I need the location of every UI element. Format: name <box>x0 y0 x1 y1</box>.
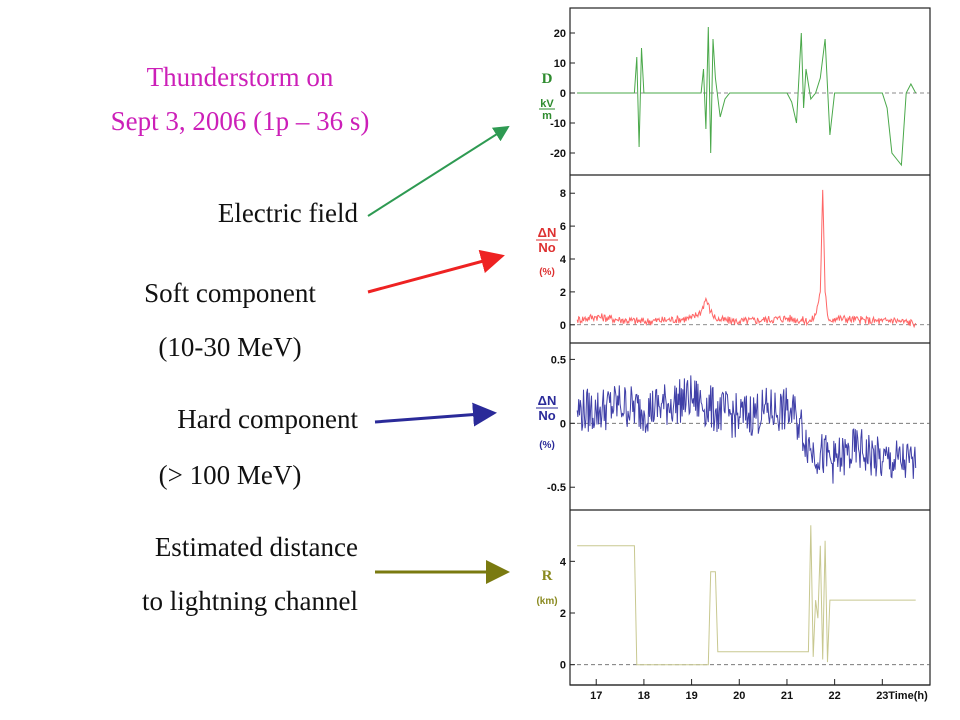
label-hard-energy: (> 100 MeV) <box>158 460 302 490</box>
panel-label-denominator: No <box>538 240 555 255</box>
y-tick-label: 0 <box>560 660 566 672</box>
chart-title-line1: Thunderstorm on <box>146 62 334 92</box>
x-tick-label: 21 <box>781 690 793 702</box>
x-tick-label: 17 <box>590 690 602 702</box>
x-tick-label: 20 <box>733 690 745 702</box>
series-line-2 <box>576 189 917 329</box>
label-soft-energy: (10-30 MeV) <box>158 332 302 362</box>
chart-frame <box>569 7 931 686</box>
y-tick-label: -10 <box>550 118 566 130</box>
panel-label-denominator: No <box>538 408 555 423</box>
series-line-1 <box>577 26 917 167</box>
y-tick-label: 10 <box>554 58 566 70</box>
label-electric-field: Electric field <box>217 198 358 228</box>
panel-unit: (km) <box>536 596 557 607</box>
y-tick-label: -20 <box>550 148 566 160</box>
panel-label-numerator: ΔN <box>538 393 557 408</box>
panel-unit: (%) <box>539 267 555 278</box>
y-tick-label: 6 <box>560 221 566 233</box>
y-tick-label: 0.5 <box>551 354 566 366</box>
x-tick-label: 19 <box>685 690 697 702</box>
y-tick-label: 0 <box>560 320 566 332</box>
x-tick-label: 22 <box>829 690 841 702</box>
y-tick-label: 0 <box>560 88 566 100</box>
panel-label: R <box>542 568 553 584</box>
panel-4: 4 2 0 R (km) <box>536 525 930 686</box>
y-tick-label: 2 <box>560 287 566 299</box>
label-soft-component: Soft component <box>144 278 316 308</box>
arrow-hard-component <box>374 402 497 427</box>
label-hard-component: Hard component <box>177 404 358 434</box>
y-tick-label: 20 <box>554 28 566 40</box>
arrow-electric-field <box>367 125 510 217</box>
chart-title-line2: Sept 3, 2006 (1p – 36 s) <box>110 106 370 136</box>
panel-label: D <box>542 71 553 87</box>
panel-label-numerator: ΔN <box>538 225 557 240</box>
x-tick-label: 23 <box>876 690 888 702</box>
series-line-4 <box>577 525 916 666</box>
series-line-3 <box>576 375 917 484</box>
unit-numerator: kV <box>540 98 554 110</box>
x-axis-label: Time(h) <box>888 690 928 702</box>
label-lightning-channel: to lightning channel <box>142 586 358 616</box>
arrow-soft-component <box>367 249 505 294</box>
label-estimated-distance: Estimated distance <box>154 532 358 562</box>
y-tick-label: 4 <box>560 254 567 266</box>
panel-unit: (%) <box>539 440 555 451</box>
x-tick-label: 18 <box>638 690 650 702</box>
y-tick-label: 2 <box>560 608 566 620</box>
y-tick-label: 4 <box>560 556 567 568</box>
y-tick-label: 8 <box>560 188 566 200</box>
y-tick-label: 0 <box>560 418 566 430</box>
unit-denominator: m <box>542 110 552 122</box>
y-tick-label: -0.5 <box>547 482 566 494</box>
